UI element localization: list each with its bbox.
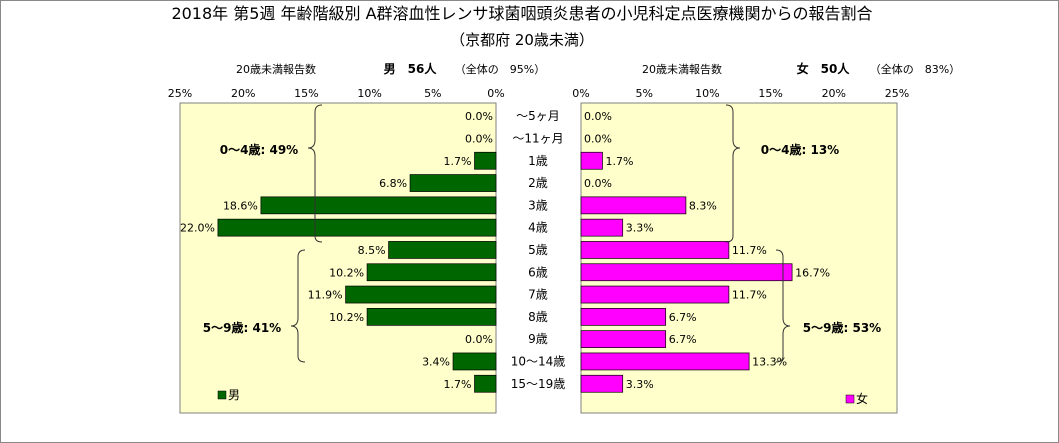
- male-bar: [474, 374, 497, 393]
- male-0-4-group-label: 0～4歳: 49%: [220, 142, 298, 157]
- female-axis-ticks: 0% 5% 10% 15% 20% 25%: [572, 87, 909, 100]
- male-data-label: 22.0%: [180, 222, 215, 235]
- female-5-9-brace: [775, 249, 791, 363]
- female-bar: [580, 374, 624, 393]
- male-bar: [388, 241, 497, 259]
- male-bars: [217, 151, 497, 393]
- male-5-9-group-label: 5～9歳: 41%: [203, 320, 281, 335]
- female-0-4-brace: [725, 104, 741, 243]
- female-data-label: 3.3%: [626, 222, 654, 235]
- male-legend-swatch: [217, 390, 227, 400]
- category-label: 8歳: [528, 310, 548, 324]
- x-tick-label: 0%: [487, 87, 504, 100]
- x-tick-label: 20%: [822, 87, 846, 100]
- x-tick-label: 25%: [885, 87, 909, 100]
- male-5-9-brace: [290, 249, 306, 363]
- male-data-label: 0.0%: [465, 110, 493, 123]
- left-header-share: （全体の 95%）: [455, 62, 545, 76]
- male-data-label: 1.7%: [444, 155, 472, 168]
- male-bar: [345, 285, 497, 304]
- male-data-label: 0.0%: [465, 333, 493, 346]
- category-label: ～5ヶ月: [516, 109, 560, 123]
- x-tick-label: 20%: [231, 87, 255, 100]
- female-data-labels: 0.0% 0.0% 1.7% 0.0% 8.3% 3.3% 11.7% 16.7% 11.7% 6…: [584, 110, 830, 391]
- female-bar: [580, 218, 624, 237]
- category-labels: ～5ヶ月 ～11ヶ月 1歳 2歳 3歳 4歳 5歳 6歳 7歳 8歳 9歳 10～14歳 15～19歳: [511, 109, 566, 391]
- male-bar: [409, 174, 497, 192]
- right-header-summary: 女 50人: [797, 61, 851, 76]
- female-bar: [580, 263, 793, 282]
- male-legend-label: 男: [228, 388, 240, 402]
- male-bar: [366, 263, 497, 282]
- x-tick-label: 5%: [635, 87, 652, 100]
- male-data-label: 3.4%: [422, 355, 450, 368]
- x-tick-label: 15%: [758, 87, 782, 100]
- female-bar: [580, 352, 750, 371]
- x-tick-label: 0%: [572, 87, 589, 100]
- chart-title: 2018年 第5週 年齢階級別 A群溶血性レンサ球菌咽頭炎患者の小児科定点医療機…: [171, 4, 872, 23]
- category-label: 4歳: [528, 221, 548, 235]
- female-data-label: 6.7%: [669, 311, 697, 324]
- left-header-summary: 男 56人: [384, 61, 438, 76]
- male-data-label: 8.5%: [358, 244, 386, 257]
- female-data-label: 13.3%: [752, 355, 787, 368]
- category-label: 9歳: [528, 332, 548, 346]
- category-label: 10～14歳: [511, 354, 566, 368]
- female-bar: [580, 308, 667, 326]
- female-data-label: 0.0%: [584, 177, 612, 190]
- male-bar: [260, 196, 497, 215]
- category-label: 15～19歳: [511, 377, 566, 391]
- x-tick-label: 10%: [357, 87, 381, 100]
- right-header-caption: 20歳未満報告数: [642, 63, 722, 76]
- male-bar: [366, 308, 497, 326]
- female-data-label: 3.3%: [626, 378, 654, 391]
- x-tick-label: 15%: [294, 87, 318, 100]
- female-data-label: 0.0%: [584, 132, 612, 145]
- female-data-label: 0.0%: [584, 110, 612, 123]
- male-data-labels: 0.0% 0.0% 1.7% 6.8% 18.6% 22.0% 8.5% 10.2% 11.9%…: [180, 110, 493, 391]
- category-label: 3歳: [528, 198, 548, 212]
- category-label: 6歳: [528, 265, 548, 279]
- female-5-9-group-label: 5～9歳: 53%: [803, 320, 881, 335]
- female-0-4-group-label: 0～4歳: 13%: [761, 142, 839, 157]
- male-data-label: 11.9%: [308, 289, 343, 302]
- right-header-share: （全体の 83%）: [870, 62, 960, 76]
- category-label: 7歳: [528, 288, 548, 302]
- female-bars: [580, 151, 793, 393]
- male-data-label: 1.7%: [444, 378, 472, 391]
- female-data-label: 1.7%: [605, 155, 633, 168]
- category-label: 1歳: [528, 154, 548, 168]
- female-legend-label: 女: [856, 391, 868, 406]
- female-bar: [580, 196, 687, 215]
- left-header-caption: 20歳未満報告数: [236, 63, 316, 76]
- x-tick-label: 25%: [168, 87, 192, 100]
- male-bar: [452, 352, 497, 371]
- female-data-label: 16.7%: [795, 266, 830, 279]
- category-label: 2歳: [528, 176, 548, 190]
- male-data-label: 0.0%: [465, 132, 493, 145]
- male-bar: [474, 151, 497, 170]
- female-bar: [580, 285, 730, 304]
- category-label: ～11ヶ月: [512, 131, 563, 145]
- male-data-label: 10.2%: [329, 266, 364, 279]
- female-bar: [580, 330, 667, 348]
- male-0-4-brace: [307, 104, 323, 243]
- female-bar: [580, 151, 603, 170]
- male-data-label: 10.2%: [329, 311, 364, 324]
- chart-subtitle: （京都府 20歳未満）: [450, 31, 594, 49]
- category-label: 5歳: [528, 243, 548, 257]
- male-axis-ticks: 25% 20% 15% 10% 5% 0%: [168, 87, 505, 100]
- x-tick-label: 10%: [695, 87, 719, 100]
- x-tick-label: 5%: [424, 87, 441, 100]
- male-data-label: 6.8%: [379, 177, 407, 190]
- male-data-label: 18.6%: [223, 199, 258, 212]
- female-data-label: 11.7%: [732, 289, 767, 302]
- female-data-label: 8.3%: [689, 199, 717, 212]
- male-bar: [217, 218, 497, 237]
- female-legend-swatch: [845, 394, 855, 404]
- female-data-label: 6.7%: [669, 333, 697, 346]
- female-bar: [580, 241, 730, 259]
- female-data-label: 11.7%: [732, 244, 767, 257]
